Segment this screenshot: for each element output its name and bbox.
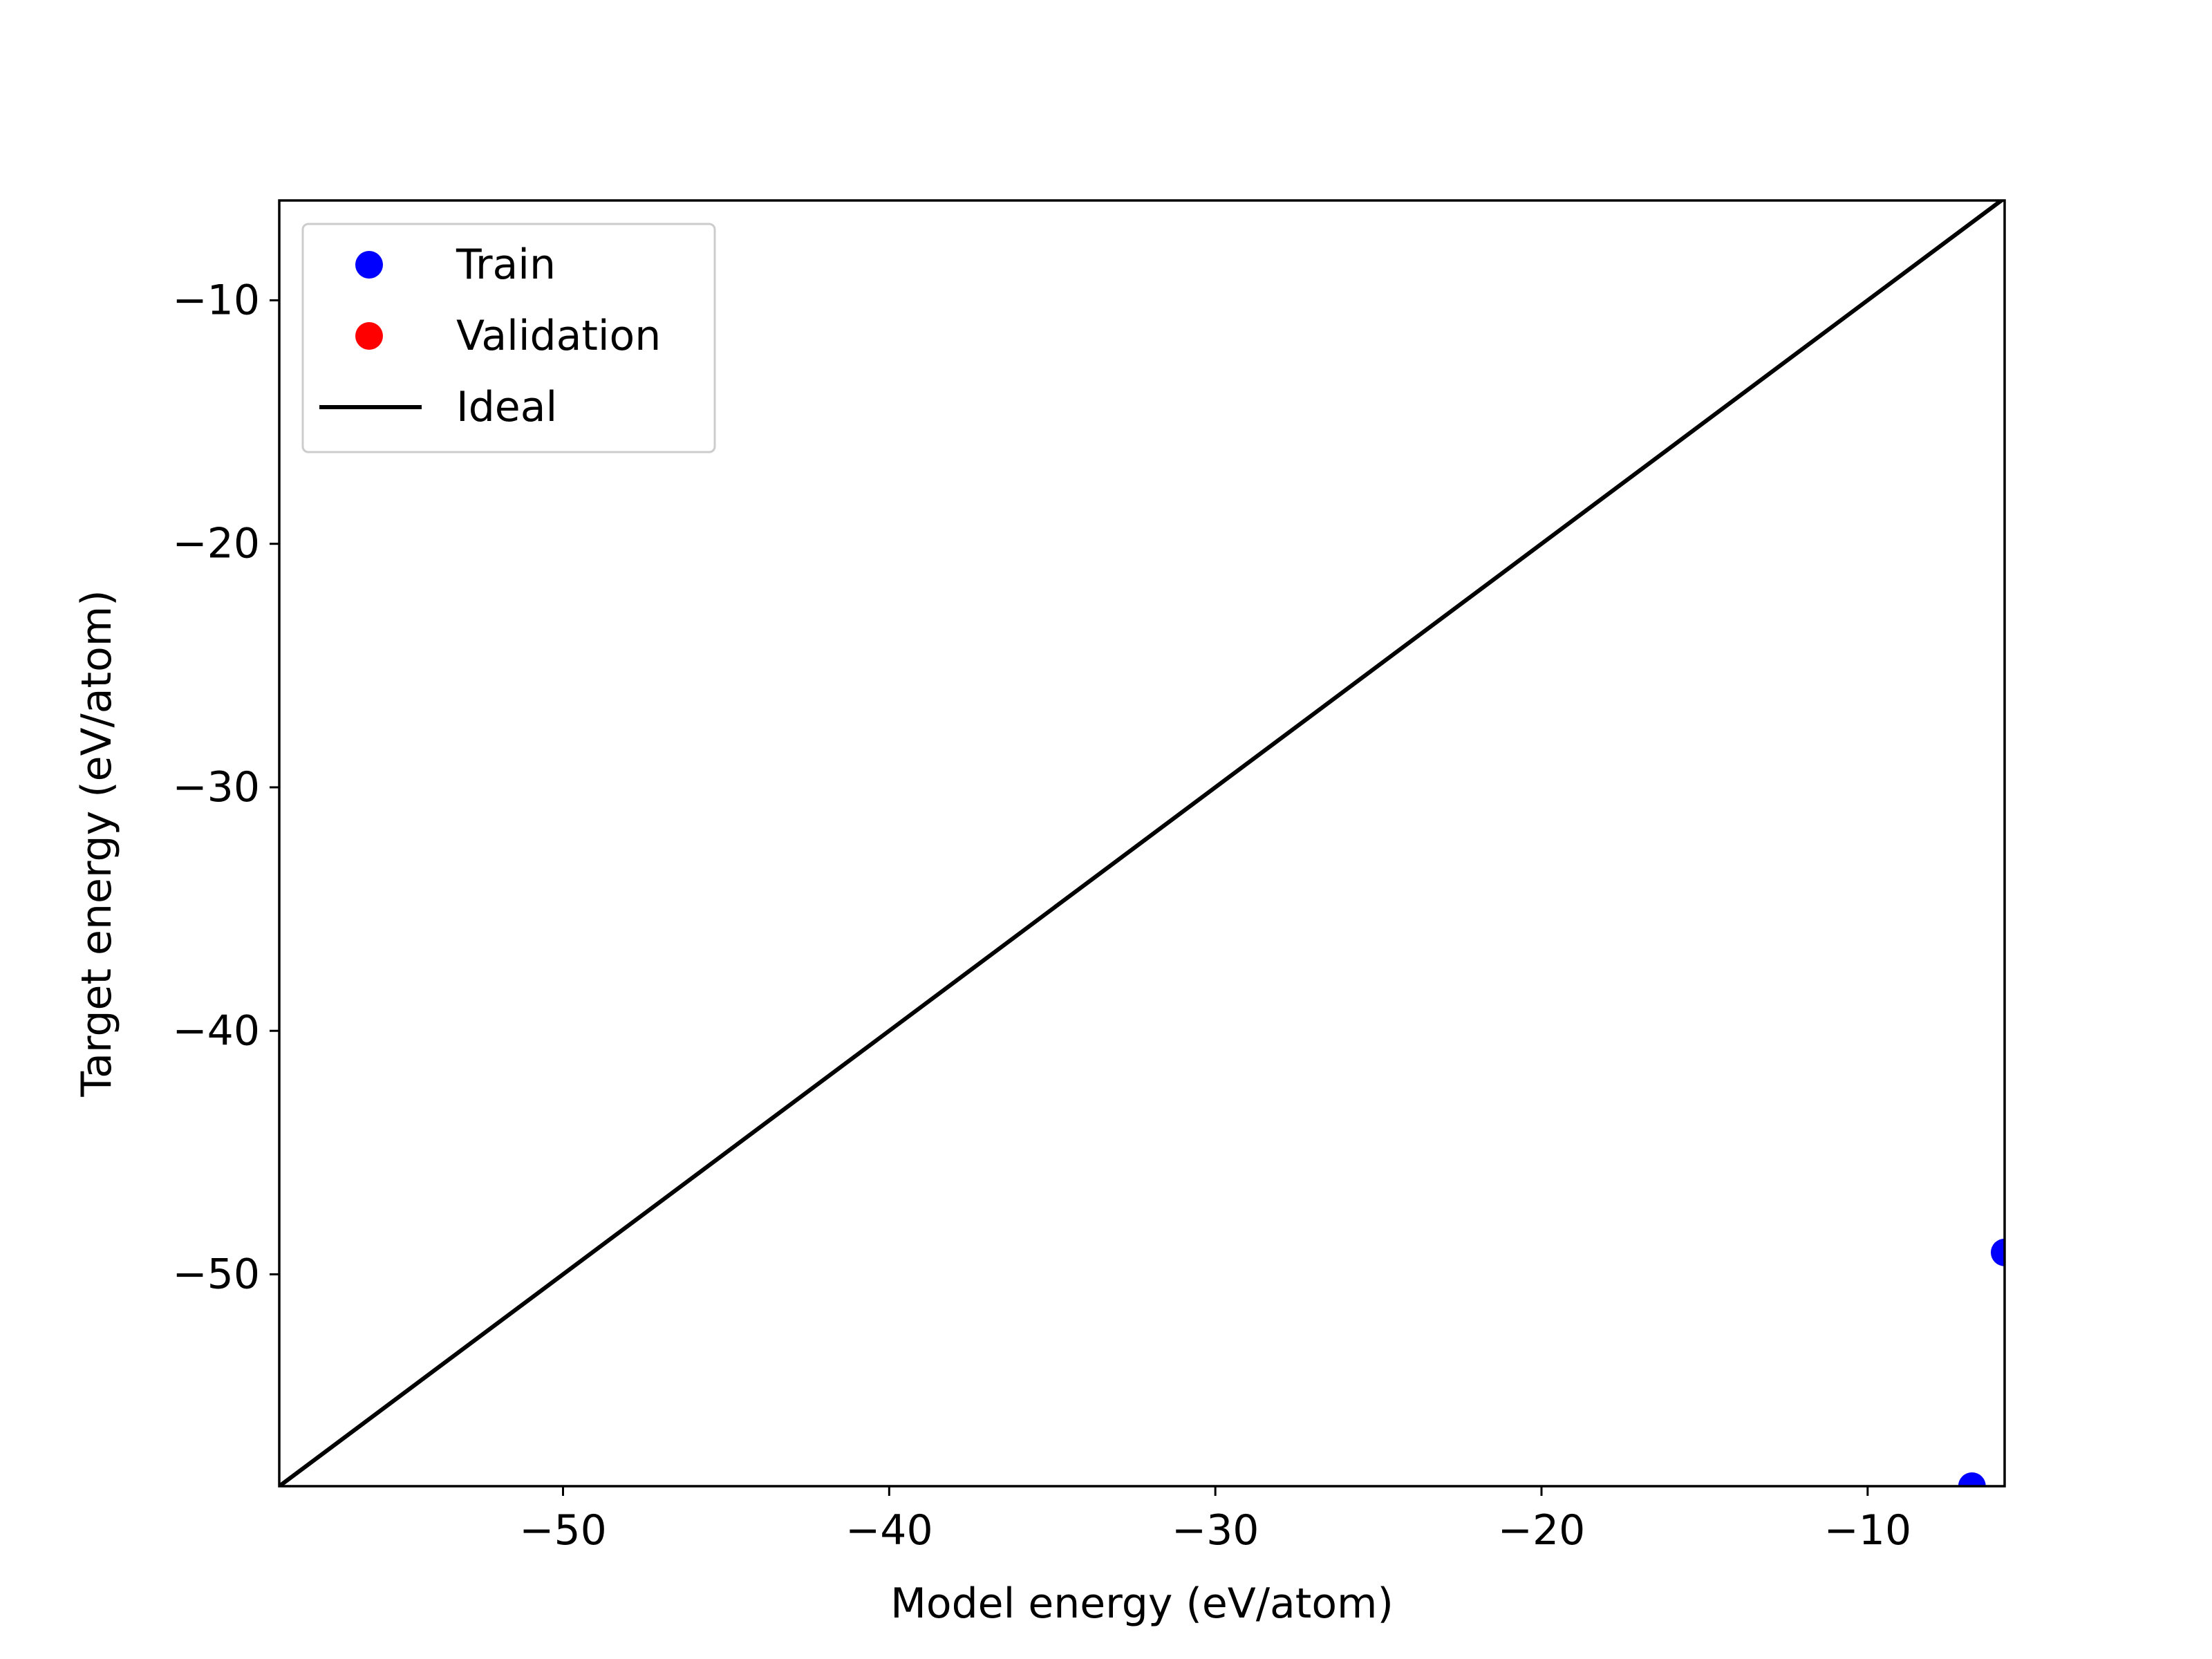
x-tick-label: −50: [519, 1506, 607, 1555]
y-tick-label: −20: [172, 520, 260, 568]
legend-marker-validation: [355, 322, 383, 350]
plot-frame: [278, 199, 2006, 1488]
train-point: [1958, 1472, 1986, 1486]
y-tick-label: −50: [172, 1250, 260, 1299]
x-axis-label: Model energy (eV/atom): [890, 1580, 1394, 1628]
legend-label-train: Train: [456, 241, 556, 289]
legend-label-ideal: Ideal: [456, 383, 557, 431]
x-tick-label: −20: [1498, 1506, 1586, 1555]
y-tick-label: −30: [172, 763, 260, 812]
y-tick-label: −10: [172, 276, 260, 324]
x-axis-ticks: −50 −40 −30 −20 −10: [519, 1486, 1911, 1555]
x-tick-label: −30: [1172, 1506, 1259, 1555]
x-tick-label: −10: [1824, 1506, 1912, 1555]
train-point: [1991, 1238, 2005, 1266]
y-axis-label: Target energy (eV/atom): [73, 590, 121, 1097]
y-tick-label: −40: [172, 1006, 260, 1055]
ideal-line: [279, 200, 2005, 1486]
legend-frame: [301, 223, 716, 453]
legend-label-validation: Validation: [456, 312, 661, 360]
x-tick-label: −40: [845, 1506, 933, 1555]
plot-content: [279, 200, 2005, 1486]
legend: Train Validation Ideal: [301, 223, 716, 453]
legend-marker-train: [355, 251, 383, 279]
y-axis-ticks: −10 −20 −30 −40 −50: [172, 276, 279, 1299]
